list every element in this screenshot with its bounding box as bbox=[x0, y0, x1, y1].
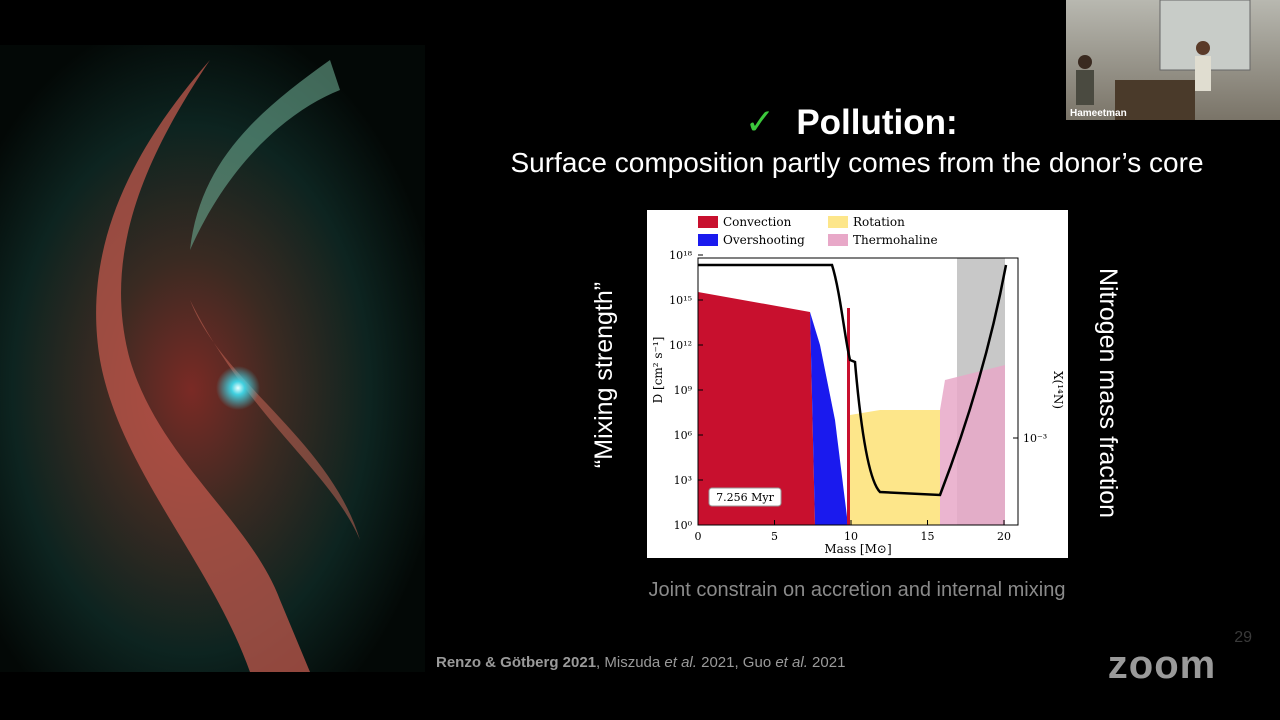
figure: Convection Overshooting Rotation Thermohali… bbox=[647, 210, 1068, 558]
y-tick-label: 10⁶ bbox=[674, 429, 693, 442]
citation-part: 2021 bbox=[808, 654, 846, 671]
citation-part: Renzo & Götberg 2021 bbox=[436, 654, 596, 671]
y-tick-label: 10¹⁵ bbox=[669, 294, 692, 307]
slide-subtitle: Surface composition partly comes from th… bbox=[510, 147, 1203, 178]
legend-label: Convection bbox=[723, 215, 792, 229]
legend-swatch bbox=[698, 216, 718, 228]
citation-part: 2021, Guo bbox=[697, 654, 775, 671]
legend-label: Rotation bbox=[853, 215, 905, 229]
y-tick-label: 10⁹ bbox=[674, 384, 693, 397]
y-tick-label: 10⁰ bbox=[674, 519, 693, 532]
zoom-logo: zoom bbox=[1108, 643, 1216, 687]
slide-title: Pollution: bbox=[796, 103, 957, 142]
webcam-view: Hameetman bbox=[1066, 0, 1280, 120]
legend-swatch bbox=[828, 216, 848, 228]
right-axis-note: Nitrogen mass fraction bbox=[1094, 268, 1122, 518]
citation-part: et al. bbox=[775, 654, 808, 671]
legend-label: Thermohaline bbox=[853, 233, 938, 247]
y2-axis-label: X(¹⁴N) bbox=[1051, 371, 1065, 409]
check-mark: ✓ bbox=[745, 102, 775, 143]
y-axis-label: D [cm² s⁻¹] bbox=[651, 337, 665, 404]
legend-label: Overshooting bbox=[723, 233, 805, 247]
annotation-box bbox=[708, 487, 782, 507]
nebula-image bbox=[0, 45, 425, 672]
citation-part: et al. bbox=[664, 654, 697, 671]
participant-name: Hameetman bbox=[1070, 108, 1127, 119]
x-tick-label: 15 bbox=[921, 530, 935, 543]
caption: Joint constrain on accretion and interna… bbox=[649, 579, 1066, 601]
y-tick-label: 10¹² bbox=[669, 339, 692, 352]
annotation: 7.256 Myr bbox=[716, 491, 774, 504]
x-tick-label: 0 bbox=[695, 530, 702, 543]
y-tick-label: 10¹⁸ bbox=[669, 249, 692, 262]
legend-swatch bbox=[828, 234, 848, 246]
legend-swatch bbox=[698, 234, 718, 246]
page-number: 29 bbox=[1234, 629, 1252, 646]
x-tick-label: 5 bbox=[771, 530, 778, 543]
x-axis-label: Mass [M⊙] bbox=[824, 542, 891, 556]
y2-tick-label: 10⁻³ bbox=[1023, 432, 1047, 445]
x-tick-label: 20 bbox=[997, 530, 1011, 543]
x-tick-label: 10 bbox=[844, 530, 858, 543]
citation: Renzo & Götberg 2021, Miszuda et al. 202… bbox=[436, 654, 845, 671]
citation-part: , Miszuda bbox=[596, 654, 664, 671]
y-tick-label: 10³ bbox=[674, 474, 692, 487]
left-axis-note: “Mixing strength” bbox=[590, 282, 618, 468]
